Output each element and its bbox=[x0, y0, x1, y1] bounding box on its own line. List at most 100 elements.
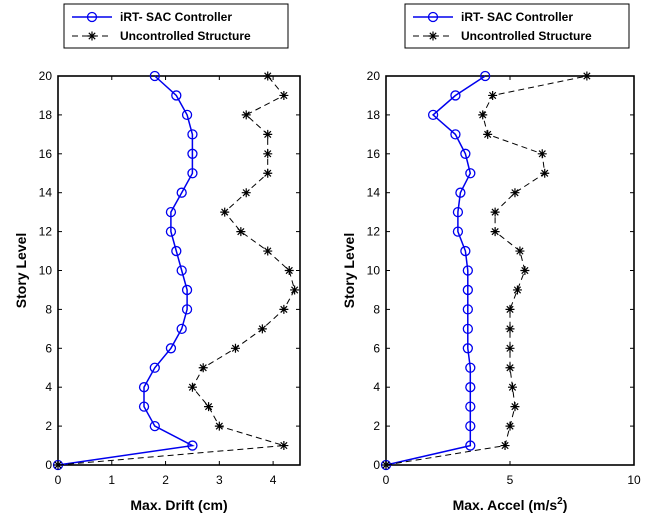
data-point bbox=[515, 246, 525, 256]
y-tick-label: 20 bbox=[367, 69, 381, 83]
legend: iRT- SAC Controller Uncontrolled Structur… bbox=[63, 3, 289, 49]
data-point bbox=[462, 284, 473, 296]
data-point bbox=[263, 246, 273, 256]
data-point bbox=[284, 266, 294, 275]
data-point bbox=[537, 149, 547, 159]
x-tick-label: 5 bbox=[507, 473, 514, 487]
data-point bbox=[510, 188, 520, 198]
data-point bbox=[181, 284, 193, 296]
x-axis-label: Max. Drift (cm) bbox=[130, 497, 227, 513]
data-point bbox=[171, 90, 182, 101]
legend-frame bbox=[404, 3, 630, 49]
y-tick-label: 14 bbox=[367, 186, 381, 200]
data-point bbox=[465, 420, 476, 432]
x-axis-label: Max. Accel (m/s2) bbox=[453, 496, 568, 513]
legend-label-2: Uncontrolled Structure bbox=[120, 29, 251, 43]
data-point bbox=[198, 363, 208, 373]
y-tick-label: 12 bbox=[39, 225, 53, 239]
y-axis-label: Story Level bbox=[341, 233, 357, 308]
data-point bbox=[171, 245, 182, 257]
data-point bbox=[176, 187, 187, 198]
y-tick-label: 18 bbox=[367, 108, 381, 122]
data-point bbox=[187, 129, 198, 140]
x-axis-label-tail: ) bbox=[563, 497, 568, 513]
x-axis-label-main: Max. Accel (m/s bbox=[453, 497, 558, 513]
data-point bbox=[290, 285, 300, 295]
data-point bbox=[450, 90, 461, 101]
data-point bbox=[187, 148, 198, 159]
data-point bbox=[187, 440, 198, 451]
x-tick-label: 2 bbox=[162, 473, 169, 487]
data-point bbox=[465, 168, 476, 179]
data-point bbox=[462, 265, 473, 276]
data-point bbox=[460, 148, 471, 159]
x-axis-label-sup: 2 bbox=[557, 496, 563, 507]
data-point bbox=[187, 382, 197, 392]
data-point bbox=[279, 441, 289, 451]
data-point bbox=[220, 207, 230, 217]
data-point bbox=[165, 226, 177, 237]
data-point bbox=[381, 460, 391, 470]
x-tick-label: 4 bbox=[270, 473, 277, 487]
data-point bbox=[452, 206, 464, 218]
data-point bbox=[263, 71, 273, 81]
data-point bbox=[279, 90, 289, 100]
data-point bbox=[165, 206, 177, 218]
data-point bbox=[478, 110, 488, 120]
data-point bbox=[263, 168, 273, 178]
y-tick-label: 0 bbox=[373, 458, 380, 472]
series-line bbox=[57, 75, 195, 466]
data-point bbox=[512, 285, 522, 295]
data-point bbox=[241, 110, 251, 120]
data-point bbox=[149, 70, 160, 82]
chart-2: iRT- SAC Controller Uncontrolled Structur… bbox=[341, 3, 641, 513]
data-point bbox=[452, 226, 464, 237]
data-point bbox=[505, 363, 515, 373]
data-point bbox=[263, 149, 273, 159]
y-tick-label: 6 bbox=[45, 341, 52, 355]
y-tick-label: 16 bbox=[39, 147, 53, 161]
data-point bbox=[462, 304, 473, 315]
y-axis-label: Story Level bbox=[13, 233, 29, 308]
y-tick-label: 4 bbox=[373, 380, 380, 394]
data-point bbox=[480, 70, 491, 82]
data-point bbox=[181, 304, 193, 315]
data-point bbox=[204, 402, 214, 412]
data-point bbox=[490, 227, 500, 237]
legend-frame bbox=[63, 3, 289, 49]
data-point bbox=[505, 343, 515, 353]
legend-marker-2 bbox=[428, 31, 438, 41]
x-tick-label: 3 bbox=[216, 473, 223, 487]
y-tick-label: 4 bbox=[45, 380, 52, 394]
data-point bbox=[165, 343, 177, 354]
y-tick-label: 6 bbox=[373, 341, 380, 355]
data-point bbox=[582, 71, 592, 81]
legend-label-1: iRT- SAC Controller bbox=[461, 10, 573, 24]
data-point bbox=[279, 304, 289, 314]
plot-area bbox=[385, 75, 635, 466]
series-2 bbox=[53, 71, 300, 470]
data-point bbox=[465, 440, 476, 451]
legend-marker-1 bbox=[86, 11, 98, 23]
data-point bbox=[460, 245, 471, 257]
data-point bbox=[236, 227, 246, 237]
y-tick-label: 10 bbox=[367, 264, 381, 278]
y-tick-label: 2 bbox=[373, 419, 380, 433]
data-point bbox=[465, 401, 476, 412]
data-point bbox=[520, 266, 530, 275]
y-tick-label: 8 bbox=[45, 302, 52, 316]
series-line bbox=[57, 75, 296, 466]
data-point bbox=[505, 304, 515, 314]
data-point bbox=[53, 460, 63, 470]
x-tick-label: 10 bbox=[627, 473, 641, 487]
x-tick-label: 1 bbox=[108, 473, 115, 487]
data-point bbox=[490, 207, 500, 217]
y-tick-label: 8 bbox=[373, 302, 380, 316]
data-point bbox=[176, 323, 187, 335]
series-line bbox=[385, 75, 486, 466]
data-point bbox=[465, 382, 476, 393]
data-point bbox=[462, 343, 473, 354]
y-tick-label: 2 bbox=[45, 419, 52, 433]
y-tick-label: 18 bbox=[39, 108, 53, 122]
series-1 bbox=[380, 70, 491, 471]
